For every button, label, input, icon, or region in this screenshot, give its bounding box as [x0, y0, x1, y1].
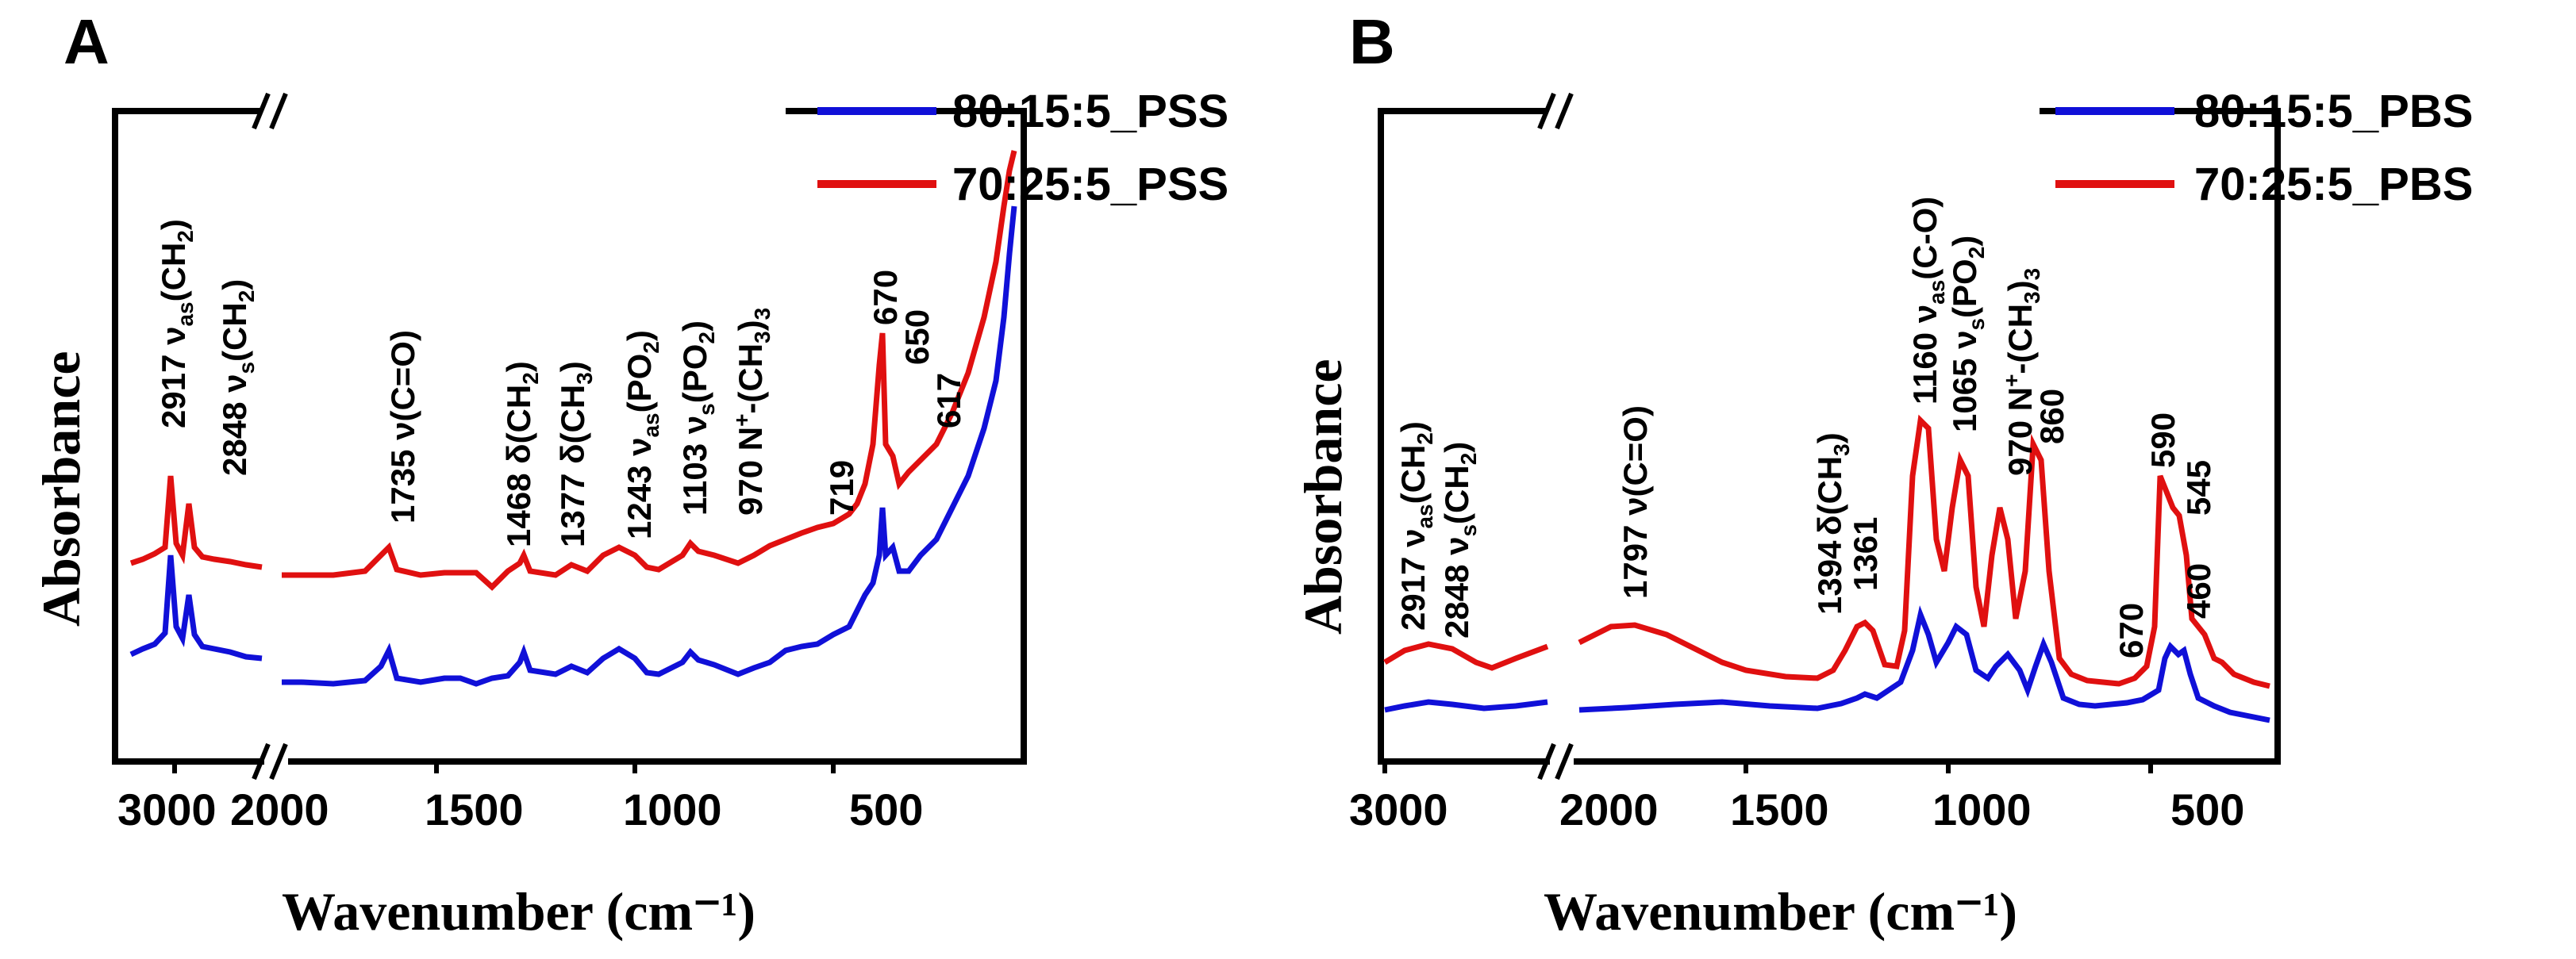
panel-a-xtick-3: 1000	[623, 784, 722, 834]
panel-b-xtick-4: 500	[2170, 784, 2244, 834]
panel-b-xlabel: Wavenumber (cm⁻¹)	[1544, 881, 2017, 942]
panel-b-legend: 80:15:5_PBS 70:25:5_PBS	[2055, 86, 2473, 210]
panel-a-xtick-2: 1500	[425, 784, 524, 834]
panel-b-legend-blue-label: 80:15:5_PBS	[2194, 86, 2473, 137]
panel-a-ann-1735: 1735 ν(C=O)	[384, 330, 421, 524]
panel-a-ann-1468: 1468 δ(CH2)	[500, 361, 543, 547]
panel-a-xtick-1: 2000	[230, 784, 329, 834]
panel-b-ann-545: 545	[2180, 460, 2217, 516]
panel-a-series-blue	[129, 205, 1017, 687]
panel-a-series-red	[129, 150, 1017, 591]
panel-a-break-bottom	[252, 742, 288, 781]
panel-b-xtick-3: 1000	[1932, 784, 2032, 834]
panel-b: B 3000 2000 1500 1000 500 Wavenumber (cm…	[1293, 6, 2473, 942]
panel-a-ann-970: 970 N+-(CH3)3	[729, 308, 775, 516]
panel-b-frame	[1378, 108, 2281, 765]
panel-b-break-top	[1537, 92, 1574, 130]
panel-a-legend-blue-label: 80:15:5_PSS	[952, 86, 1228, 137]
panel-b-series-red	[1383, 414, 2270, 689]
panel-a-ann-719: 719	[823, 460, 860, 516]
panel-b-ylabel: Absorbance	[1293, 359, 1353, 635]
panel-a-ann-1243: 1243 νas(PO2)	[621, 330, 663, 539]
panel-a-frame	[112, 108, 1027, 765]
panel-a-annotations: 2917 νas(CH2) 2848 νs(CH2) 1735 ν(C=O) 1…	[155, 219, 967, 547]
panel-b-ann-1361: 1361	[1847, 517, 1884, 591]
panel-b-xtick-2: 1500	[1730, 784, 1829, 834]
panel-a-ann-2917: 2917 νas(CH2)	[155, 219, 198, 428]
panel-b-ann-2848: 2848 νs(CH2)	[1438, 442, 1481, 639]
panel-a-ann-617: 617	[930, 373, 967, 428]
panel-b-ann-1065: 1065 νs(PO2)	[1946, 236, 1989, 432]
panel-b-ann-1160: 1160 νas(C-O)	[1906, 197, 1949, 405]
panel-a-legend: 80:15:5_PSS 70:25:5_PSS	[817, 86, 1228, 210]
panel-a-ann-1377: 1377 δ(CH3)	[554, 361, 597, 547]
panel-b-annotations: 2917 νas(CH2) 2848 νs(CH2) 1797 ν(C=O) δ…	[1394, 197, 2217, 658]
panel-b-break-bottom	[1537, 742, 1574, 781]
panel-b-ann-590: 590	[2144, 412, 2182, 468]
panel-b-label: B	[1349, 6, 1395, 77]
panel-b-ann-1394: 1394	[1811, 540, 1848, 615]
panel-a-legend-red-label: 70:25:5_PSS	[952, 159, 1228, 210]
panel-a-ann-1103: 1103 νs(PO2)	[676, 320, 719, 516]
panel-a-label: A	[63, 6, 110, 77]
panel-a-xtick-4: 500	[849, 784, 923, 834]
panel-a-ticks	[172, 761, 836, 773]
panel-b-ann-1797: 1797 ν(C=O)	[1617, 405, 1654, 599]
panel-a-ann-2848: 2848 νs(CH2)	[216, 279, 259, 476]
panel-b-ticks	[1382, 761, 2153, 773]
panel-a-ylabel: Absorbance	[31, 351, 91, 627]
panel-b-ann-970: 970 N+-(CH3)3	[1999, 268, 2044, 476]
panel-b-ann-2917: 2917 νas(CH2)	[1394, 421, 1437, 631]
panel-a-xlabel: Wavenumber (cm⁻¹)	[282, 881, 755, 942]
panel-b-ann-460: 460	[2180, 563, 2217, 619]
panel-b-legend-red-label: 70:25:5_PBS	[2194, 159, 2473, 210]
panel-a: A 3000 2000 1500 1000 500 Wavenumber (cm…	[31, 6, 1228, 942]
panel-a-ann-670: 670	[867, 270, 904, 325]
panel-a-xtick-0: 3000	[117, 784, 217, 834]
panel-b-ann-dch3: δ(CH3)	[1811, 432, 1854, 535]
panel-a-break-top	[252, 92, 288, 130]
panel-b-xtick-1: 2000	[1559, 784, 1659, 834]
panel-b-series-blue	[1384, 605, 2270, 723]
panel-b-xtick-0: 3000	[1349, 784, 1448, 834]
panel-a-ann-650: 650	[898, 309, 936, 365]
panel-b-ann-860: 860	[2033, 389, 2070, 444]
panel-b-ann-670: 670	[2113, 603, 2150, 658]
